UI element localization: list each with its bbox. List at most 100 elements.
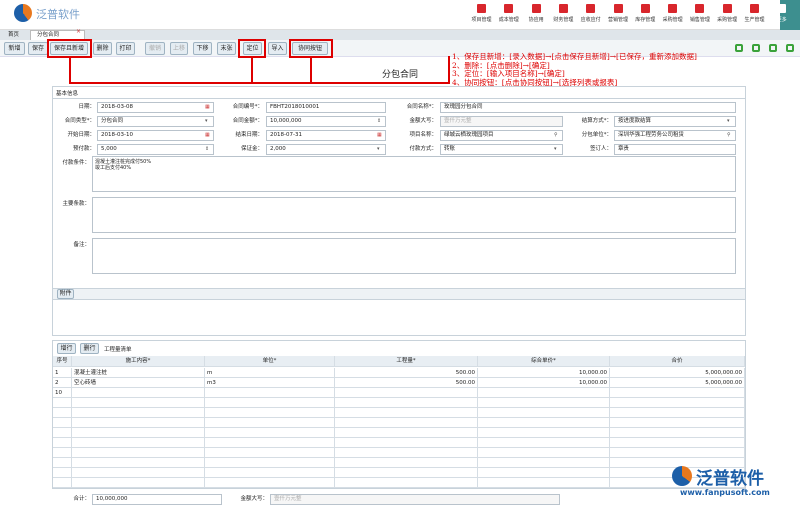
toolbar-button[interactable]: 撤销	[145, 42, 165, 55]
tool-icon	[752, 44, 760, 52]
table-cell	[205, 438, 335, 448]
textarea[interactable]	[92, 156, 736, 192]
attach-button[interactable]: 附件	[57, 289, 74, 299]
nav-item[interactable]: 销售管理	[689, 17, 710, 23]
nav-item[interactable]: 库存管理	[635, 17, 656, 23]
field-input[interactable]: 10,000,000	[266, 116, 386, 127]
toolbar-button[interactable]: 删除	[93, 42, 112, 55]
callout-line	[251, 58, 253, 83]
table-cell	[335, 478, 478, 488]
table-cell	[53, 438, 72, 448]
field-label: 结束日期：	[235, 132, 263, 138]
footer-total[interactable]: 10,000,000	[92, 494, 222, 505]
nav-item[interactable]: 应收应付	[580, 17, 601, 23]
annotation: 1、保存且新增：[录入数据]→[点击保存且新增]→[已保存，重新添加数据]	[452, 52, 697, 61]
field-input[interactable]: 分包合同	[97, 116, 214, 127]
nav-icon	[504, 4, 514, 13]
field-input[interactable]: 按进度款结算	[614, 116, 736, 127]
toolbar-button[interactable]: 导入	[268, 42, 287, 55]
table-cell	[335, 398, 478, 408]
tool-icon	[769, 44, 777, 52]
table-cell	[478, 398, 610, 408]
nav-item[interactable]: 营销管理	[607, 17, 628, 23]
row-button[interactable]: 删行	[80, 343, 99, 354]
attach-bar	[53, 288, 745, 300]
table-cell: 500.00	[335, 368, 478, 378]
field-input[interactable]: 章贵	[614, 144, 736, 155]
field-icon: ▾	[727, 118, 730, 124]
toolbar-button[interactable]: 保存	[28, 42, 48, 55]
nav-item[interactable]: 更多	[776, 17, 787, 23]
table-cell	[53, 428, 72, 438]
nav-icon	[695, 4, 705, 13]
column-header: 综合单价*	[478, 356, 610, 367]
toolbar-button[interactable]: 定位	[243, 42, 262, 55]
table-cell: 空心砖墙	[72, 378, 205, 388]
table-cell	[205, 408, 335, 418]
field-input[interactable]: 深圳华强工程劳务公司租赁	[614, 130, 736, 141]
toolbar-button[interactable]: 协同按钮	[292, 42, 328, 55]
toolbar-button[interactable]: 上移	[170, 42, 188, 55]
table-cell	[53, 458, 72, 468]
field-input[interactable]: 玫瑰园分包合同	[440, 102, 736, 113]
column-header: 工程量*	[335, 356, 478, 367]
table-cell: 2	[53, 378, 72, 388]
field-label: 日期：	[78, 104, 95, 110]
textarea[interactable]	[92, 238, 736, 274]
table-cell: 10	[53, 388, 72, 398]
table-cell: 1	[53, 368, 72, 378]
nav-item[interactable]: 成本管理	[498, 17, 519, 23]
toolbar-button[interactable]: 新增	[4, 42, 25, 55]
field-icon: ⇕	[205, 146, 210, 152]
table-cell: m	[205, 368, 335, 378]
table-cell	[610, 438, 745, 448]
field-input[interactable]: 2,000	[266, 144, 386, 155]
field-input[interactable]: 壹仟万元整	[440, 116, 563, 127]
tab-home[interactable]: 首页	[8, 32, 20, 38]
field-input[interactable]: 2018-07-31	[266, 130, 386, 141]
nav-item[interactable]: 采购管理	[662, 17, 683, 23]
field-icon: ▾	[377, 146, 380, 152]
textarea[interactable]	[92, 197, 736, 233]
table-cell: m3	[205, 378, 335, 388]
field-icon: ⚲	[554, 132, 558, 138]
field-input[interactable]: 转账	[440, 144, 563, 155]
row-button[interactable]: 增行	[57, 343, 76, 354]
field-label: 合同名称*：	[406, 104, 437, 110]
nav-item[interactable]: 财务管理	[553, 17, 574, 23]
table-cell	[335, 408, 478, 418]
field-input[interactable]: 5,000	[97, 144, 214, 155]
nav-icon	[558, 4, 568, 13]
table-cell	[53, 448, 72, 458]
table-cell	[72, 458, 205, 468]
field-input[interactable]: 2018-03-08	[97, 102, 214, 113]
nav-icon	[477, 4, 486, 13]
table-cell: 5,000,000.00	[610, 368, 745, 378]
nav-item[interactable]: 协应用	[528, 17, 544, 23]
column-header: 序号	[53, 356, 72, 367]
field-label: 开始日期：	[67, 132, 95, 138]
field-label: 项目名称：	[409, 132, 437, 138]
footer-upper[interactable]: 壹仟万元整	[270, 494, 560, 505]
tab-active[interactable]: 分包合同	[30, 30, 85, 40]
field-input[interactable]: FBHT2018010001	[266, 102, 386, 113]
field-icon: ▾	[554, 146, 557, 152]
tool-icon	[786, 44, 794, 52]
table-cell	[205, 428, 335, 438]
textarea-label: 付款条件：	[62, 160, 90, 166]
field-input[interactable]: 绿城云栖玫瑰园项目	[440, 130, 563, 141]
toolbar-button[interactable]: 下移	[193, 42, 212, 55]
nav-item[interactable]: 生产管理	[744, 17, 765, 23]
watermark-brand: 泛普软件	[696, 469, 764, 489]
table-cell	[53, 478, 72, 488]
field-input[interactable]: 2018-03-10	[97, 130, 214, 141]
table-cell	[72, 418, 205, 428]
toolbar-button[interactable]: 末张	[217, 42, 236, 55]
nav-item[interactable]: 项目管理	[471, 17, 492, 23]
table-cell	[53, 418, 72, 428]
callout-line	[69, 82, 449, 84]
toolbar-button[interactable]: 保存且新增	[50, 42, 88, 55]
table-cell: 500.00	[335, 378, 478, 388]
toolbar-button[interactable]: 打印	[116, 42, 135, 55]
nav-item[interactable]: 采购管理	[717, 17, 738, 23]
